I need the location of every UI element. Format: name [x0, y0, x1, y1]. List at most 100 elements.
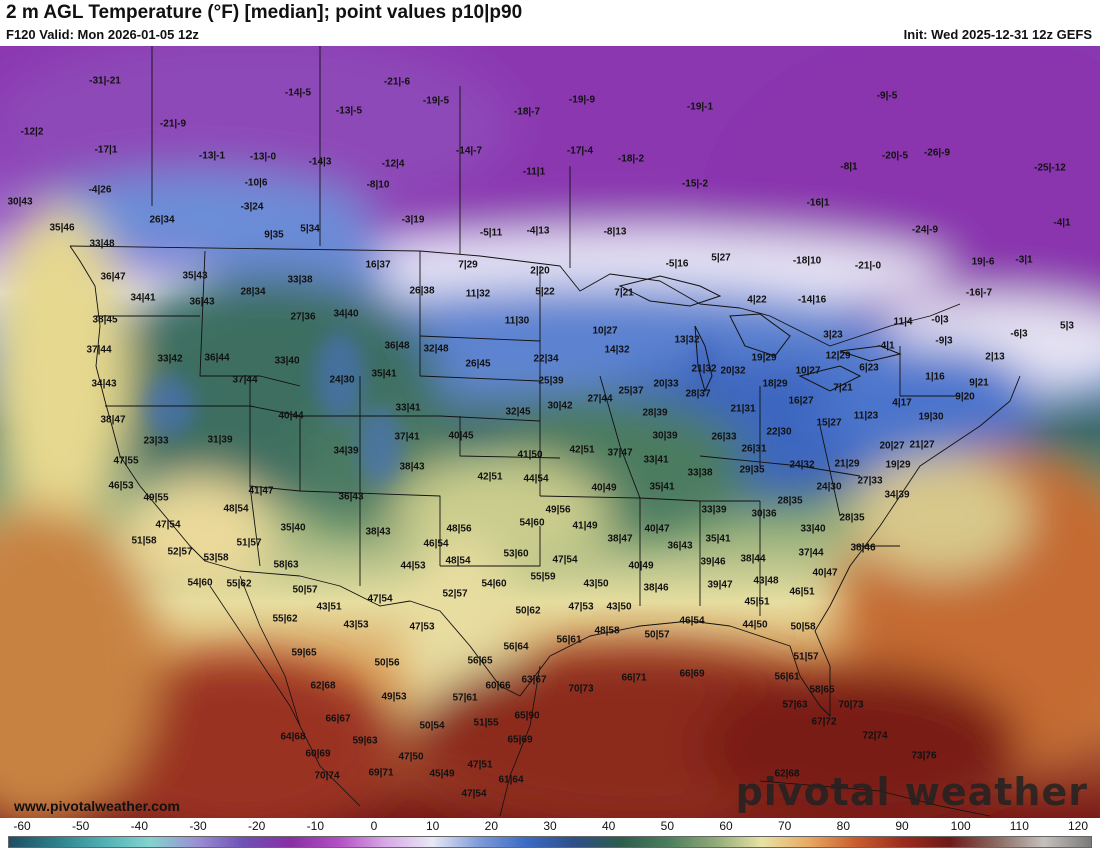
- point-value: 2|20: [530, 265, 550, 277]
- point-value: 2|13: [985, 351, 1005, 363]
- point-value: 55|62: [272, 613, 298, 625]
- point-value: 5|34: [300, 223, 320, 235]
- point-value: -19|-5: [422, 95, 450, 107]
- point-value: 33|41: [643, 454, 669, 466]
- point-value: 21|32: [691, 363, 717, 375]
- point-value: 33|38: [687, 467, 713, 479]
- point-value: 40|44: [278, 410, 304, 422]
- point-value: 55|59: [530, 571, 556, 583]
- point-value: 66|71: [621, 672, 647, 684]
- point-value: 55|62: [226, 578, 252, 590]
- valid-time: F120 Valid: Mon 2026-01-05 12z: [6, 27, 199, 42]
- point-value: 40|47: [812, 567, 838, 579]
- point-value: 51|57: [236, 537, 262, 549]
- point-value: 42|51: [477, 471, 503, 483]
- point-value: 27|36: [290, 311, 316, 323]
- color-scale-tick: 110: [1009, 819, 1029, 833]
- point-value: 28|39: [642, 407, 668, 419]
- point-value: 26|31: [741, 443, 767, 455]
- point-value: 19|29: [751, 352, 777, 364]
- point-value: 35|41: [649, 481, 675, 493]
- point-value: 36|44: [204, 352, 230, 364]
- point-value: 49|56: [545, 504, 571, 516]
- point-value: 44|50: [742, 619, 768, 631]
- point-value: -17|-4: [566, 145, 594, 157]
- point-value: 30|43: [7, 196, 33, 208]
- point-value: -12|4: [381, 158, 405, 170]
- point-value: 19|30: [918, 411, 944, 423]
- point-value: -14|-5: [284, 87, 312, 99]
- point-value: 36|43: [338, 491, 364, 503]
- point-value: -4|1: [877, 340, 895, 352]
- point-value: 38|43: [365, 526, 391, 538]
- point-value: 62|68: [774, 768, 800, 780]
- point-value: 50|57: [292, 584, 318, 596]
- point-value: 5|22: [535, 286, 555, 298]
- point-value: 33|41: [395, 402, 421, 414]
- point-value: 16|27: [788, 395, 814, 407]
- point-value: -16|-7: [965, 287, 993, 299]
- point-value: -18|10: [792, 255, 822, 267]
- color-scale-tick: 70: [777, 819, 792, 833]
- color-scale-ticks: -60 -50 -40 -30 -20 -10 0 10 20 30 40 50 60 70 80 90 100…: [0, 818, 1100, 834]
- point-value: 70|74: [314, 770, 340, 782]
- point-value: 33|40: [274, 355, 300, 367]
- point-value: -26|-9: [923, 147, 951, 159]
- point-value: 47|54: [552, 554, 578, 566]
- color-scale-tick: 0: [370, 819, 378, 833]
- point-value: 58|65: [809, 684, 835, 696]
- map-background: [0, 46, 1100, 818]
- point-value: 34|40: [333, 308, 359, 320]
- point-value: 42|51: [569, 444, 595, 456]
- point-value: 13|32: [674, 334, 700, 346]
- point-value: 33|42: [157, 353, 183, 365]
- point-value: 61|64: [498, 774, 524, 786]
- point-value: 21|29: [834, 458, 860, 470]
- point-value: 27|44: [587, 393, 613, 405]
- point-value: 9|35: [264, 229, 284, 241]
- point-value: 44|53: [400, 560, 426, 572]
- point-value: -21|-6: [383, 76, 411, 88]
- point-value: 6|23: [859, 362, 879, 374]
- point-value: 20|33: [653, 378, 679, 390]
- point-value: 50|57: [644, 629, 670, 641]
- color-scale-tick: 50: [660, 819, 675, 833]
- point-value: 7|21: [614, 287, 634, 299]
- color-scale-tick: 120: [1067, 819, 1089, 833]
- point-value: 70|73: [838, 699, 864, 711]
- temperature-map[interactable]: -31|-21 -14|-5 -21|-6 -19|-5 -13|-5 -18|-7 -19…: [0, 46, 1100, 818]
- color-scale-tick: 20: [484, 819, 499, 833]
- point-value: -13|-1: [198, 150, 226, 162]
- point-value: 20|27: [879, 440, 905, 452]
- point-value: 36|47: [100, 271, 126, 283]
- point-value: -8|13: [603, 226, 627, 238]
- color-scale-tick: -30: [189, 819, 207, 833]
- point-value: -14|16: [797, 294, 827, 306]
- point-value: 33|40: [800, 523, 826, 535]
- point-value: 63|67: [521, 674, 547, 686]
- point-value: 47|54: [155, 519, 181, 531]
- point-value: 11|23: [853, 410, 879, 422]
- color-scale-tick: 60: [719, 819, 733, 833]
- point-value: 27|33: [857, 475, 883, 487]
- point-value: 3|23: [823, 329, 843, 341]
- point-value: 9|20: [955, 391, 975, 403]
- point-value: 64|68: [280, 731, 306, 743]
- point-value: -10|6: [244, 177, 268, 189]
- point-value: 37|47: [607, 447, 633, 459]
- init-time: Init: Wed 2025-12-31 12z GEFS: [903, 27, 1092, 42]
- point-value: 43|48: [753, 575, 779, 587]
- point-value: 43|50: [583, 578, 609, 590]
- point-value: 28|37: [685, 388, 711, 400]
- point-value: 59|65: [291, 647, 317, 659]
- point-value: 38|43: [399, 461, 425, 473]
- point-value: 24|30: [816, 481, 842, 493]
- point-value: -20|-5: [881, 150, 909, 162]
- point-value: 46|54: [679, 615, 705, 627]
- point-value: 35|46: [49, 222, 75, 234]
- point-value: 11|30: [504, 315, 530, 327]
- point-value: 39|46: [700, 556, 726, 568]
- point-value: 51|57: [793, 651, 819, 663]
- point-value: -3|24: [240, 201, 264, 213]
- color-scale: -60 -50 -40 -30 -20 -10 0 10 20 30 40 50 60 70 80 90 100…: [0, 818, 1100, 850]
